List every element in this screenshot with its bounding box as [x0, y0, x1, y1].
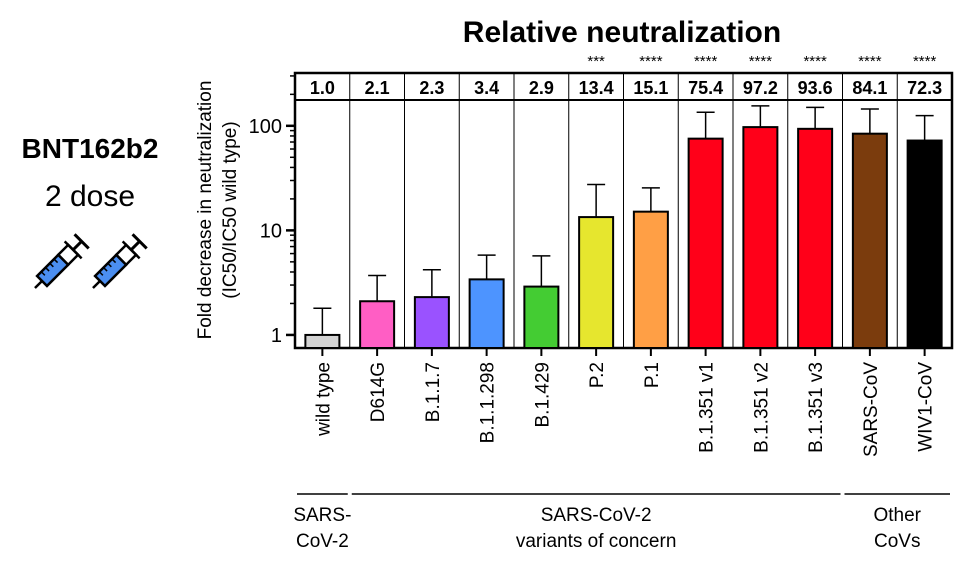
- x-tick-label: P.1: [642, 362, 663, 388]
- value-label: 93.6: [798, 78, 833, 98]
- x-tick-label: B.1.1.7: [423, 362, 444, 422]
- value-label: 3.4: [474, 78, 499, 98]
- significance-label: ****: [858, 53, 882, 70]
- vaccine-dose: 2 dose: [45, 180, 135, 213]
- x-tick-label: SARS-CoV: [861, 362, 882, 457]
- group-label: CoV-2: [296, 531, 349, 552]
- value-label: 84.1: [852, 78, 887, 98]
- bar: [578, 216, 615, 349]
- group-label: Other: [873, 505, 921, 526]
- x-tick-label: WIV1-CoV: [916, 362, 937, 452]
- value-label: 13.4: [579, 78, 614, 98]
- group-label: variants of concern: [516, 531, 677, 552]
- value-label: 72.3: [907, 78, 942, 98]
- bar: [359, 300, 396, 350]
- y-tick-label: 10: [260, 220, 282, 242]
- syringe-icon: [34, 233, 90, 289]
- y-axis-label-line2: (IC50/IC50 wild type): [220, 121, 241, 298]
- value-label: 15.1: [633, 78, 668, 98]
- bar: [742, 126, 779, 350]
- y-tick-label: 100: [249, 116, 282, 138]
- y-tick-label: 1: [271, 325, 282, 347]
- significance-label: ****: [803, 53, 827, 70]
- group-label: CoVs: [874, 531, 920, 552]
- value-label: 75.4: [688, 78, 723, 98]
- x-tick-label: B.1.351 v3: [806, 362, 827, 453]
- group-label: SARS-CoV-2: [541, 505, 652, 526]
- bar: [632, 210, 669, 349]
- bar: [797, 127, 834, 349]
- bar: [906, 139, 943, 349]
- significance-label: ***: [587, 53, 605, 70]
- significance-label: ****: [639, 53, 663, 70]
- bar: [687, 137, 724, 349]
- bar: [304, 333, 341, 349]
- significance-label: ****: [913, 53, 937, 70]
- value-label: 1.0: [310, 78, 335, 98]
- value-label: 2.9: [529, 78, 554, 98]
- value-label: 97.2: [743, 78, 778, 98]
- group-label: SARS-: [293, 505, 351, 526]
- bar: [468, 278, 505, 349]
- x-tick-label: P.2: [587, 362, 608, 388]
- syringe-icon: [92, 233, 148, 289]
- vaccine-name: BNT162b2: [22, 133, 159, 164]
- x-tick-label: B.1.351 v1: [697, 362, 718, 453]
- value-label: 2.1: [365, 78, 390, 98]
- x-tick-label: B.1.429: [532, 362, 553, 428]
- x-tick-label: wild type: [313, 362, 334, 437]
- significance-label: ****: [749, 53, 773, 70]
- bar: [851, 132, 888, 349]
- bar: [523, 285, 560, 349]
- bar: [413, 296, 450, 350]
- x-tick-label: D614G: [368, 362, 389, 422]
- significance-label: ****: [694, 53, 718, 70]
- x-tick-label: B.1.351 v2: [751, 362, 772, 453]
- x-tick-label: B.1.1.298: [478, 362, 499, 443]
- y-axis-label-line1: Fold decrease in neutralization: [195, 81, 216, 340]
- chart-title: Relative neutralization: [463, 16, 781, 49]
- value-label: 2.3: [419, 78, 444, 98]
